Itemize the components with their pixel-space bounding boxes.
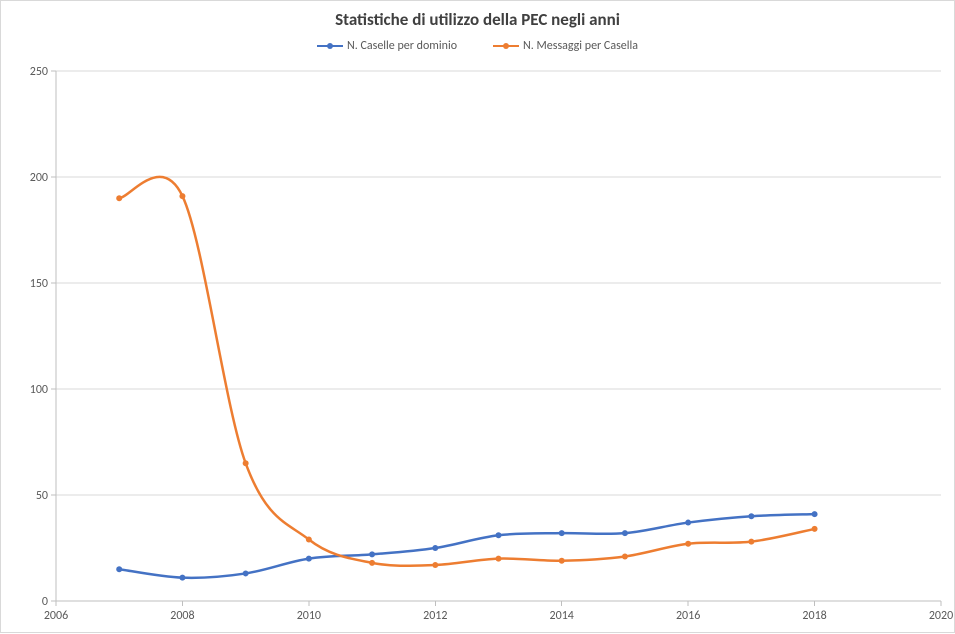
x-tick-label: 2018	[802, 609, 826, 623]
x-tick-label: 2016	[676, 609, 700, 623]
series-marker	[559, 558, 565, 564]
series-marker	[685, 520, 691, 526]
series-marker	[243, 460, 249, 466]
series-marker	[748, 539, 754, 545]
series-marker	[496, 532, 502, 538]
series-marker	[369, 560, 375, 566]
x-tick-label: 2008	[170, 609, 194, 623]
series-marker	[306, 537, 312, 543]
x-tick-label: 2010	[297, 609, 321, 623]
series-marker	[369, 551, 375, 557]
x-tick-label: 2020	[929, 609, 953, 623]
x-tick-label: 2012	[423, 609, 447, 623]
series-marker	[622, 553, 628, 559]
series-marker	[812, 526, 818, 532]
series-marker	[812, 511, 818, 517]
chart-container: Statistiche di utilizzo della PEC negli …	[0, 0, 955, 633]
y-tick-label: 200	[30, 171, 48, 185]
x-tick-label: 2014	[550, 609, 574, 623]
plot-area: 0 50 100 150 200 250 2006 2008 2010 2012 2014 2016 2…	[1, 1, 955, 634]
y-tick-label: 150	[30, 277, 48, 291]
y-tick-label: 0	[42, 595, 48, 609]
series-marker	[179, 193, 185, 199]
series-marker	[622, 530, 628, 536]
series-line-0	[119, 514, 814, 578]
series-marker	[116, 566, 122, 572]
series-marker	[306, 556, 312, 562]
series-marker	[748, 513, 754, 519]
series-marker	[432, 562, 438, 568]
series-marker	[243, 570, 249, 576]
series-marker	[179, 575, 185, 581]
y-tick-label: 100	[30, 383, 48, 397]
series-marker	[559, 530, 565, 536]
series-line-1	[119, 177, 814, 566]
y-tick-label: 250	[30, 65, 48, 79]
series-marker	[685, 541, 691, 547]
series-marker	[496, 556, 502, 562]
series-marker	[432, 545, 438, 551]
y-tick-label: 50	[36, 489, 48, 503]
series-marker	[116, 195, 122, 201]
x-tick-label: 2006	[44, 609, 68, 623]
